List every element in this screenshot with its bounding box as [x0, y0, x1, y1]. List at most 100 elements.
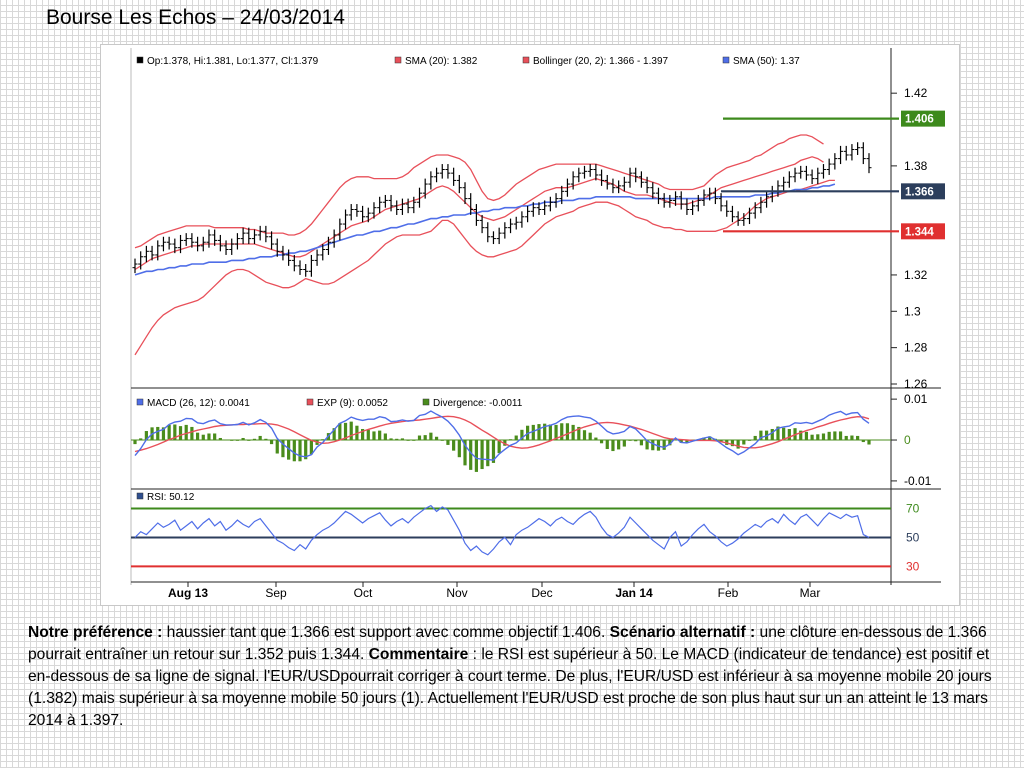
- divergence-bar: [287, 440, 291, 460]
- ohlc-bar: [582, 165, 588, 179]
- ohlc-bar: [337, 218, 343, 241]
- legend-swatch: [394, 56, 402, 64]
- ohlc-bar: [815, 167, 821, 185]
- divergence-bar: [423, 435, 427, 441]
- ohlc-bar: [593, 164, 599, 181]
- preference-label: Notre préférence :: [28, 624, 163, 641]
- ohlc-bar: [195, 236, 201, 252]
- divergence-bar: [469, 440, 473, 470]
- divergence-bar: [247, 440, 251, 441]
- ohlc-bar: [377, 196, 383, 214]
- ohlc-bar: [564, 178, 570, 197]
- x-tick-label: Sep: [265, 586, 287, 600]
- divergence-bar: [588, 432, 592, 441]
- ohlc-bar: [468, 193, 474, 215]
- ohlc-bar: [735, 211, 741, 226]
- ohlc-bar: [456, 174, 462, 194]
- divergence-bar: [599, 440, 604, 444]
- ohlc-bar: [303, 264, 309, 277]
- ohlc-bar: [143, 245, 149, 263]
- ohlc-bar: [320, 244, 326, 261]
- divergence-bar: [856, 435, 860, 441]
- divergence-bar: [645, 440, 649, 450]
- divergence-bar: [639, 440, 644, 446]
- legend-label: EXP (9): 0.0052: [317, 398, 388, 409]
- ohlc-bar: [633, 167, 639, 183]
- ohlc-bar: [155, 240, 161, 261]
- divergence-bar: [463, 440, 467, 466]
- divergence-bar: [685, 440, 689, 443]
- ohlc-bar: [798, 165, 804, 179]
- ohlc-bar: [695, 194, 701, 212]
- ohlc-bar: [729, 205, 735, 223]
- ohlc-bar: [843, 145, 849, 161]
- ohlc-bar: [599, 169, 605, 186]
- divergence-bar: [554, 424, 558, 441]
- divergence-bar: [816, 434, 820, 441]
- divergence-bar: [264, 438, 268, 441]
- ohlc-bar: [707, 187, 713, 201]
- divergence-bar: [184, 424, 188, 441]
- divergence-bar: [497, 440, 501, 454]
- divergence-bar: [736, 440, 740, 449]
- ohlc-bar: [764, 191, 770, 208]
- ohlc-bar: [820, 164, 826, 179]
- divergence-bar: [275, 440, 279, 454]
- divergence-bar: [241, 437, 245, 441]
- macd-y-tick-label: 0: [904, 433, 911, 447]
- ohlc-bar: [758, 196, 764, 214]
- ohlc-bar: [644, 176, 650, 194]
- divergence-bar: [269, 440, 274, 445]
- divergence-bar: [298, 440, 302, 462]
- ohlc-bar: [240, 227, 246, 245]
- ohlc-bar: [246, 227, 252, 245]
- ohlc-bar: [684, 198, 690, 215]
- divergence-bar: [605, 440, 609, 450]
- price-y-tick-label: 1.32: [904, 268, 928, 282]
- divergence-bar: [753, 435, 757, 441]
- macd-y-tick-label: 0.01: [904, 392, 928, 406]
- ohlc-bar: [428, 171, 434, 190]
- divergence-bar: [679, 440, 683, 443]
- price-panel-frame: [131, 45, 955, 384]
- ohlc-bar: [832, 153, 838, 170]
- ohlc-bar: [701, 189, 707, 206]
- price-level-tag-label: 1.366: [905, 186, 934, 198]
- ohlc-bar: [325, 236, 331, 255]
- ohlc-bar: [172, 238, 178, 254]
- divergence-bar: [201, 434, 205, 441]
- divergence-bar: [292, 440, 296, 462]
- divergence-bar: [850, 435, 854, 441]
- ohlc-bar: [257, 225, 263, 241]
- ohlc-bar: [149, 245, 155, 261]
- alternative-text: une clôture en-dessous de 1.366 pourrait…: [28, 624, 987, 663]
- divergence-bar: [782, 427, 786, 441]
- divergence-bar: [508, 439, 513, 441]
- divergence-bar: [651, 440, 655, 451]
- ohlc-bar: [536, 202, 542, 215]
- ohlc-bar: [132, 258, 138, 274]
- ohlc-bar: [718, 193, 724, 212]
- ohlc-bar: [786, 171, 792, 188]
- ohlc-bar: [451, 167, 457, 186]
- ohlc-bar: [678, 191, 684, 210]
- ohlc-bar: [445, 164, 451, 179]
- ohlc-bar: [189, 233, 195, 248]
- ohlc-bar: [781, 176, 787, 192]
- ohlc-bar: [661, 193, 667, 208]
- divergence-bar: [372, 431, 376, 441]
- ohlc-bar: [388, 194, 394, 212]
- legend-swatch: [136, 492, 144, 500]
- ohlc-bar: [280, 245, 286, 261]
- divergence-bar: [281, 440, 285, 458]
- ohlc-bar: [473, 204, 479, 226]
- divergence-bar: [457, 440, 461, 458]
- rsi-y-tick-label: 30: [906, 559, 920, 573]
- ohlc-bar: [365, 207, 371, 223]
- price-level-tag: [901, 223, 945, 240]
- divergence-bar: [440, 440, 444, 441]
- macd-y-tick-label: -0.01: [904, 474, 932, 488]
- divergence-bar: [537, 424, 541, 441]
- divergence-bar: [304, 440, 308, 460]
- ohlc-bar: [462, 182, 468, 205]
